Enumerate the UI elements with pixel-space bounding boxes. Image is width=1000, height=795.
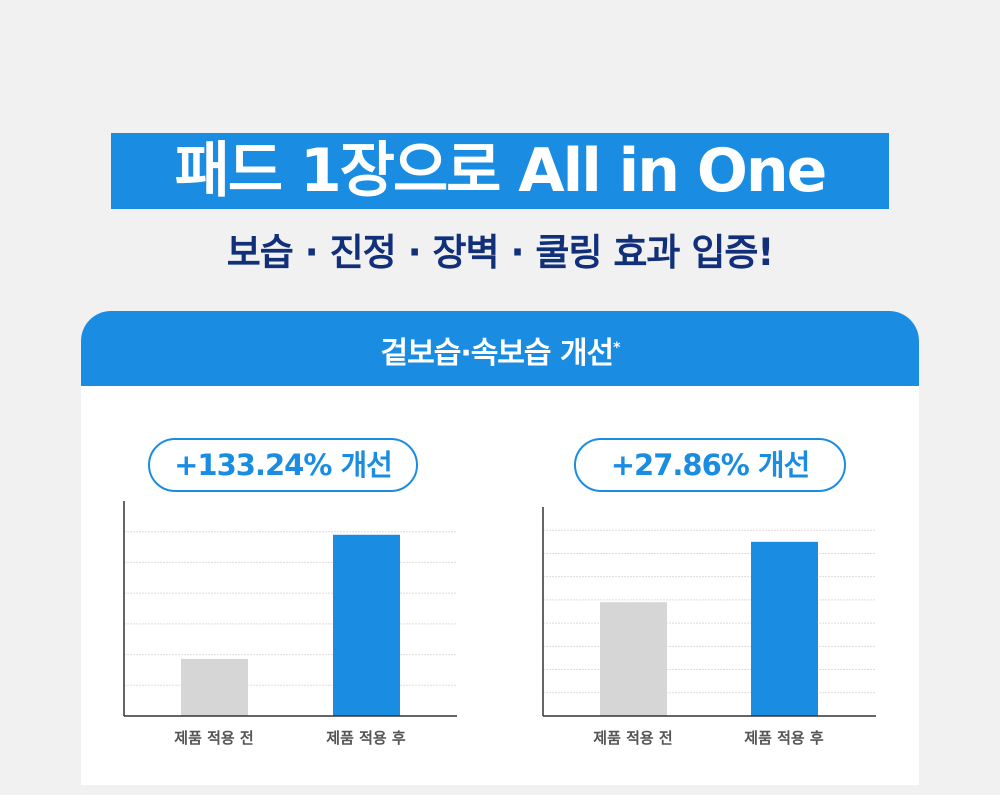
x-tick-label: 제품 적용 후	[326, 729, 406, 747]
bar-after	[333, 534, 400, 716]
subtitle: 보습 · 진정 · 장벽 · 쿨링 효과 입증!	[226, 231, 775, 274]
bar-after	[751, 541, 818, 716]
chart2-badge: +27.86% 개선	[574, 438, 846, 492]
card-header: 겉보습·속보습 개선*	[81, 311, 919, 386]
bar-before	[181, 658, 248, 716]
chart1-badge: +133.24% 개선	[148, 438, 418, 492]
footnote-mark: *	[613, 340, 620, 356]
x-tick-label: 제품 적용 전	[174, 729, 253, 747]
card-title: 겉보습·속보습 개선	[380, 336, 615, 371]
bar-before	[600, 602, 667, 716]
x-tick-label: 제품 적용 전	[593, 729, 672, 747]
headline: 패드 1장으로 All in One	[111, 133, 889, 209]
x-tick-label: 제품 적용 후	[744, 729, 824, 747]
